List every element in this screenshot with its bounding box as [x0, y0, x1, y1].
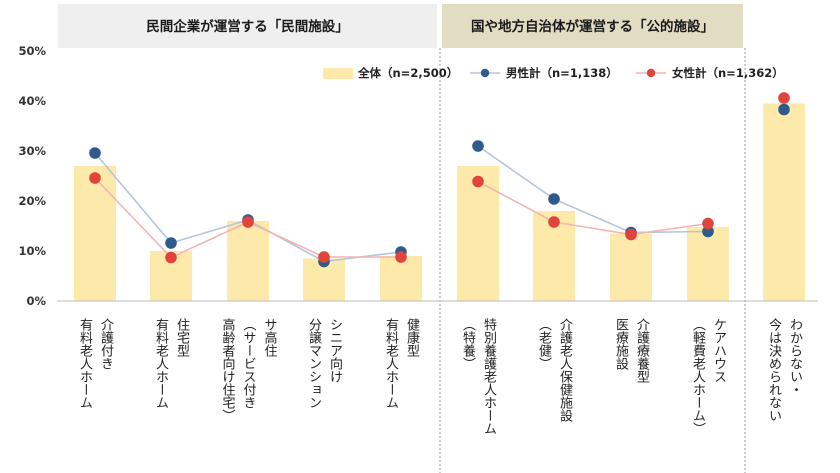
category-label: 有料老人ホーム: [153, 318, 169, 409]
category-label: 有料老人ホーム: [77, 318, 93, 409]
bar-total: [380, 256, 422, 301]
category-label: 今は決められない: [766, 317, 782, 422]
category-label: シニア向け: [327, 318, 342, 383]
point-female: [778, 92, 790, 104]
y-tick-label: 30%: [18, 144, 46, 158]
group-header-label: 民間企業が運営する「民間施設」: [146, 18, 349, 35]
point-male: [165, 237, 177, 249]
point-male: [472, 140, 484, 152]
y-tick-label: 40%: [18, 94, 46, 108]
category-label: 介護付き: [98, 318, 114, 370]
legend-swatch-total: [323, 68, 353, 79]
series-line: [477, 180, 709, 236]
y-tick-label: 20%: [18, 194, 46, 208]
legend-label-female: 女性計（n=1,362）: [672, 66, 784, 80]
group-header-label: 国や地方自治体が運営する「公的施設」: [471, 18, 714, 35]
group-header-box: [58, 4, 437, 48]
point-female: [548, 216, 560, 228]
point-male: [702, 225, 714, 238]
category-label: 住宅型: [174, 318, 190, 357]
category-label: （老健）: [536, 318, 552, 370]
point-female: [395, 251, 407, 263]
category-label: （特養）: [460, 318, 476, 370]
point-female: [472, 175, 484, 188]
bar-total: [74, 166, 116, 301]
legend-marker-male: [480, 68, 490, 78]
group-header-box: [442, 4, 743, 48]
point-female: [242, 216, 254, 228]
category-label: 有料老人ホーム: [383, 318, 399, 409]
point-female: [702, 217, 714, 230]
y-tick-label: 10%: [18, 244, 46, 258]
point-male: [778, 103, 790, 116]
y-tick-label: 50%: [18, 44, 46, 58]
point-male: [89, 147, 101, 159]
point-male: [548, 193, 560, 205]
legend-label-male: 男性計（n=1,138）: [506, 66, 618, 80]
category-label: 分譲マンション: [306, 318, 322, 409]
bar-total: [610, 233, 652, 301]
category-label: わからない・: [787, 318, 803, 396]
point-female: [318, 251, 330, 263]
category-label: （軽費老人ホーム）: [690, 318, 706, 435]
bar-total: [227, 221, 269, 301]
category-label: サ高住: [262, 318, 278, 357]
category-label: 高齢者向け住宅）: [220, 317, 236, 422]
bar-total: [687, 227, 729, 301]
point-female: [165, 251, 177, 264]
y-tick-label: 0%: [26, 294, 46, 308]
legend-marker-female: [646, 68, 656, 78]
bar-total: [763, 103, 805, 301]
category-label: 特別養護老人ホーム: [481, 318, 497, 435]
category-label: ケアハウス: [711, 318, 726, 383]
point-female: [625, 228, 637, 241]
category-label: （サービス付き: [241, 318, 257, 409]
point-female: [89, 172, 101, 184]
category-label: 介護老人保健施設: [557, 318, 573, 422]
category-label: 健康型: [404, 318, 420, 357]
category-label: 医療施設: [613, 318, 629, 370]
category-label: 介護療養型: [634, 318, 650, 383]
series-line: [477, 145, 709, 234]
legend-label-total: 全体（n=2,500）: [357, 66, 458, 80]
